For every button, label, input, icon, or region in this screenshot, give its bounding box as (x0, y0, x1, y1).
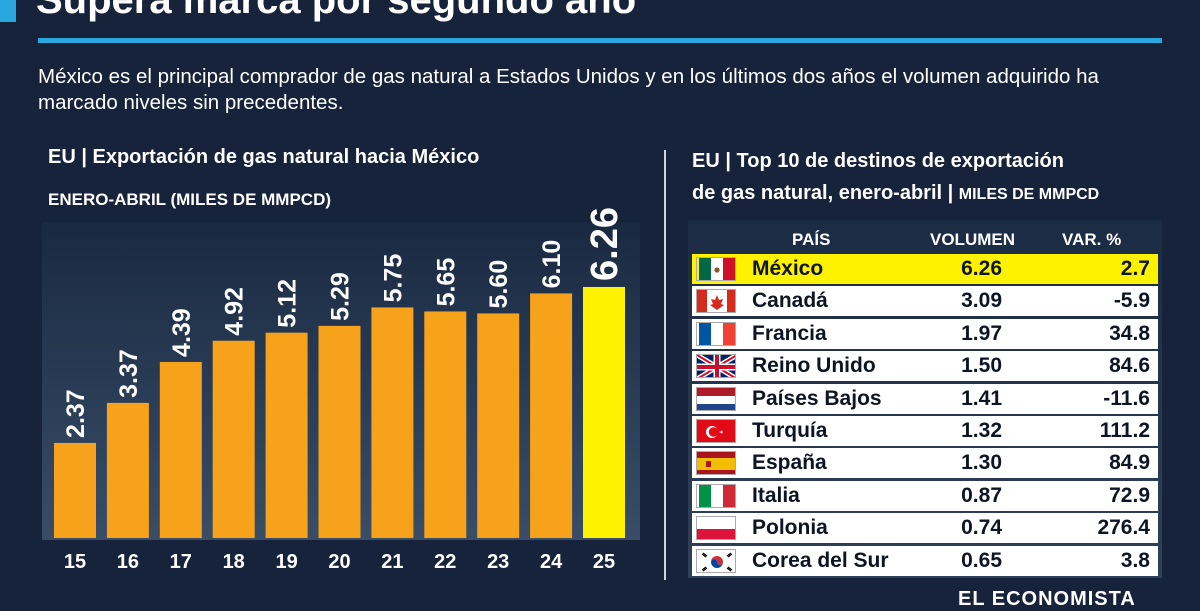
netherlands-flag-icon (696, 386, 736, 411)
volume-value: 1.50 (961, 354, 1002, 378)
table-unit: MILES DE MMPCD (958, 186, 1100, 203)
table-row: Francia 1.97 34.8 (692, 318, 1158, 349)
volume-value: 6.26 (961, 257, 1002, 280)
x-tick-17: 17 (170, 551, 192, 573)
volume-value: 3.09 (961, 289, 1002, 313)
bar-chart: 2.37 15 3.37 16 4.39 17 4.92 18 5.12 19 5.29 20 5.75… (54, 207, 626, 573)
value-label-24: 6.10 (538, 240, 566, 289)
change-value: 72.9 (1109, 483, 1150, 507)
south-korea-flag-icon (696, 548, 736, 573)
headline-text: Supera marca por segundo año (36, 0, 636, 23)
change-value: -5.9 (1113, 289, 1150, 313)
italy-flag-icon (696, 483, 736, 508)
change-value: 3.8 (1120, 548, 1150, 572)
x-tick-24: 24 (540, 551, 563, 573)
panel-divider (664, 150, 666, 580)
x-tick-19: 19 (275, 551, 297, 573)
volume-value: 1.97 (961, 321, 1002, 345)
headline: Supera marca por segundo año (0, 0, 636, 22)
bar-20 (318, 325, 361, 538)
table-row: Polonia 0.74 276.4 (692, 513, 1158, 544)
value-label-21: 5.75 (379, 254, 407, 303)
table-title-line2-text: de gas natural, enero-abril | (692, 182, 959, 204)
bar-17 (159, 361, 202, 538)
table-row: Canadá 3.09 -5.9 (692, 286, 1158, 317)
change-value: 84.6 (1109, 354, 1150, 378)
poland-flag-icon (696, 516, 736, 541)
volume-value: 0.87 (961, 483, 1002, 507)
value-label-17: 4.39 (168, 308, 196, 357)
table-row: México 6.26 2.7 (692, 254, 1158, 284)
volume-value: 0.74 (961, 516, 1002, 540)
x-tick-25: 25 (593, 551, 615, 573)
bar-24 (530, 293, 573, 538)
country-name: Corea del Sur (752, 548, 889, 572)
value-label-20: 5.29 (327, 272, 355, 321)
country-name: Reino Unido (752, 354, 876, 378)
x-tick-18: 18 (223, 551, 245, 573)
country-name: México (752, 257, 824, 280)
volume-value: 0.65 (961, 548, 1002, 572)
volume-value: 1.32 (961, 419, 1002, 442)
bar-15 (54, 442, 96, 538)
value-label-25: 6.26 (584, 207, 626, 281)
spain-flag-icon (696, 451, 736, 476)
country-name: Polonia (752, 516, 828, 540)
bar-21 (371, 307, 414, 538)
value-label-19: 5.12 (274, 279, 302, 328)
country-name: Turquía (752, 419, 828, 442)
header-country: PAÍS (792, 230, 831, 249)
country-name: Francia (752, 321, 827, 345)
table-row: Italia 0.87 72.9 (692, 480, 1158, 511)
country-name: Italia (752, 483, 800, 507)
uk-flag-icon (696, 354, 736, 379)
country-name: España (752, 451, 827, 475)
change-value: 111.2 (1099, 419, 1150, 442)
table-title-line2: de gas natural, enero-abril | MILES DE M… (692, 182, 1099, 205)
headline-accent (0, 0, 16, 22)
bar-22 (424, 311, 467, 538)
volume-value: 1.41 (961, 386, 1002, 410)
table-title: EU | Top 10 de destinos de exportación (692, 150, 1064, 172)
bar-23 (477, 313, 520, 538)
mexico-flag-icon (696, 257, 736, 281)
turkey-flag-icon (696, 419, 736, 443)
value-label-22: 5.65 (432, 258, 460, 307)
change-value: 276.4 (1097, 516, 1150, 540)
x-tick-22: 22 (434, 551, 456, 573)
change-value: 84.9 (1109, 451, 1150, 475)
bar-16 (106, 402, 149, 538)
x-tick-20: 20 (328, 551, 350, 573)
country-name: Países Bajos (752, 386, 882, 410)
chart-title: EU | Exportación de gas natural hacia Mé… (48, 146, 480, 168)
header-rule (38, 38, 1162, 43)
table-row: España 1.30 84.9 (692, 448, 1158, 479)
x-tick-16: 16 (117, 551, 139, 573)
table-row: Países Bajos 1.41 -11.6 (692, 383, 1158, 414)
bar-19 (265, 332, 308, 538)
value-label-23: 5.60 (485, 260, 513, 309)
country-name: Canadá (752, 289, 828, 313)
bar-18 (212, 340, 255, 538)
change-value: 2.7 (1120, 257, 1150, 280)
header-change: VAR. % (1062, 230, 1122, 249)
france-flag-icon (696, 321, 736, 346)
chart-subtitle: ENERO-ABRIL (MILES DE MMPCD) (48, 190, 332, 209)
change-value: -11.6 (1103, 386, 1150, 410)
volume-value: 1.30 (961, 451, 1002, 475)
intro-text: México es el principal comprador de gas … (38, 65, 1099, 114)
value-label-15: 2.37 (62, 389, 90, 438)
change-value: 34.8 (1109, 321, 1150, 345)
header-volume: VOLUMEN (930, 230, 1015, 249)
bar-25 (583, 286, 625, 538)
x-tick-23: 23 (487, 551, 509, 573)
value-label-18: 4.92 (221, 287, 249, 336)
table-row: Reino Unido 1.50 84.6 (692, 351, 1158, 382)
table-row: Turquía 1.32 111.2 (692, 416, 1158, 446)
x-tick-21: 21 (381, 551, 403, 573)
canada-flag-icon (696, 289, 736, 314)
value-label-16: 3.37 (115, 349, 143, 398)
table-row: Corea del Sur 0.65 3.8 (692, 545, 1158, 576)
x-tick-15: 15 (64, 551, 86, 573)
